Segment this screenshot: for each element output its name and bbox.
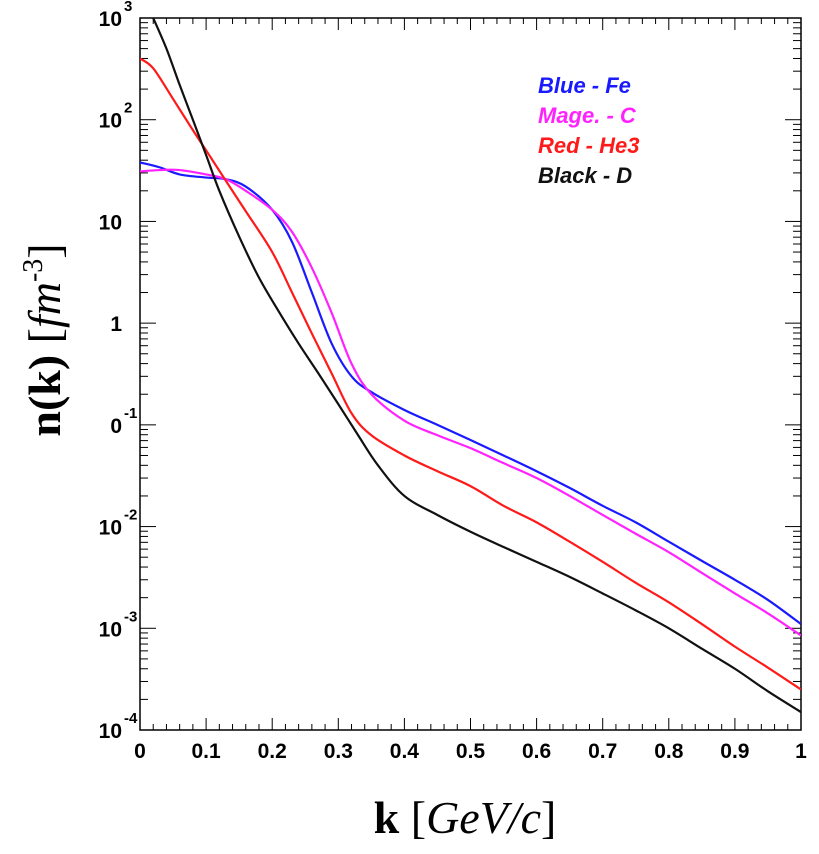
y-axis-title: n(k) [fm-3] [18,243,70,436]
y-tick-exponent: -2 [124,507,137,524]
x-tick-label: 0.7 [588,740,617,763]
y-tick-label: 10 [99,110,122,133]
legend-item: Red - He3 [538,133,639,158]
x-tick-labels: 0 0.1 0.2 0.3 0.4 0.5 0.6 0.7 0.8 0.9 1 [134,740,807,763]
y-tick-exponent: 3 [124,0,132,15]
legend-item: Mage. - C [538,103,637,128]
x-tick-label: 0.3 [324,740,353,763]
legend-item: Black - D [538,163,632,188]
y-tick-label: 10 [99,720,122,743]
x-tick-label: 0.5 [456,740,486,763]
x-tick-label: 1 [795,740,807,763]
y-tick-exponent: -1 [124,405,137,422]
y-tick-label: 10 [99,8,122,31]
legend: Blue - Fe Mage. - C Red - He3 Black - D [538,73,639,188]
x-tick-label: 0.8 [654,740,684,763]
x-tick-label: 0.4 [390,740,420,763]
x-tick-label: 0.1 [191,740,221,763]
y-tick-exponent: 2 [124,100,132,117]
x-axis-title: k [GeV/c] [374,792,557,843]
data-lines [140,18,801,714]
x-tick-label: 0.2 [258,740,287,763]
y-tick-label: 1 [110,313,122,336]
x-tick-label: 0.9 [720,740,749,763]
axis-ticks [139,18,802,731]
series-line-d [152,18,801,714]
x-tick-label: 0.6 [522,740,551,763]
y-tick-exponent: -3 [124,608,137,625]
y-tick-label: 10 [99,517,122,540]
x-tick-label: 0 [134,740,146,763]
series-line-fe [140,161,801,625]
y-tick-label: 0 [110,415,122,438]
y-tick-label: 10 [99,211,122,234]
y-tick-label: 10 [99,618,122,641]
series-line-he3 [140,57,801,691]
series-line-c [140,168,801,637]
legend-item: Blue - Fe [538,73,631,98]
y-tick-exponent: -4 [124,710,138,727]
